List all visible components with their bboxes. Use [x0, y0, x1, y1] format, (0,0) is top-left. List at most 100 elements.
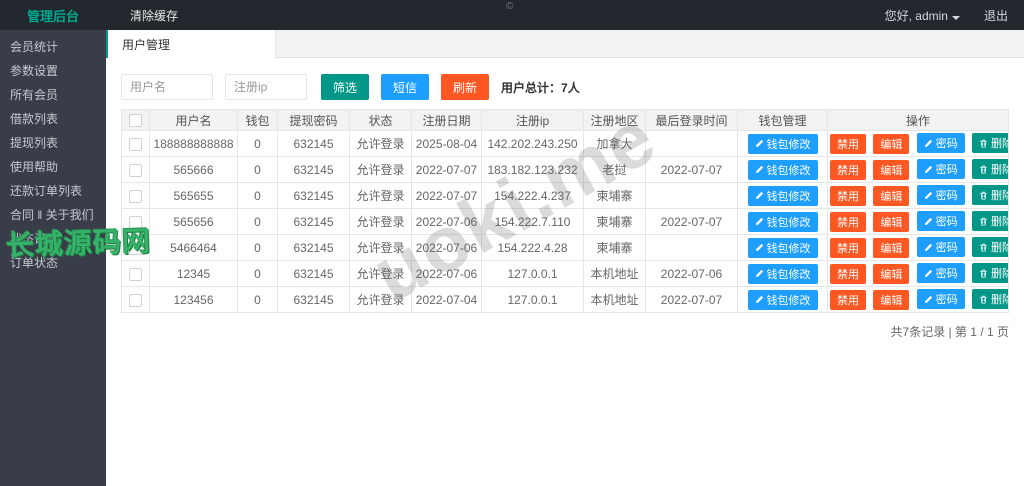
cell-wallet: 0: [237, 130, 278, 157]
pencil-icon: [924, 191, 932, 199]
cell-wallet-manage: 钱包修改: [737, 130, 828, 157]
cell-wallet-manage: 钱包修改: [737, 260, 828, 287]
row-checkbox[interactable]: [129, 163, 142, 177]
pencil-icon: [924, 243, 932, 251]
delete-button[interactable]: 删除: [972, 185, 1008, 206]
sidebar-item-0[interactable]: 会员统计: [0, 35, 106, 59]
edit-button[interactable]: 编辑: [873, 289, 910, 310]
disable-button[interactable]: 禁用: [830, 237, 866, 258]
sidebar-item-label: 还款订单列表: [10, 184, 83, 198]
wallet-edit-button[interactable]: 钱包修改: [747, 159, 818, 180]
cell-register-area: 本机地址: [583, 286, 646, 313]
trash-icon: [980, 139, 987, 148]
wallet-edit-button[interactable]: 钱包修改: [747, 185, 818, 206]
trash-icon: [980, 191, 987, 200]
disable-button[interactable]: 禁用: [830, 159, 866, 180]
cell-last-login: [645, 130, 738, 157]
row-checkbox[interactable]: [129, 241, 142, 255]
cell-status: 允许登录: [349, 182, 412, 209]
app-brand[interactable]: 管理后台: [26, 8, 79, 24]
cell-register-ip: 154.222.7.110: [481, 208, 584, 235]
col-username: 用户名: [149, 109, 238, 131]
cell-register-area: 加拿大: [583, 130, 646, 157]
username-filter-input[interactable]: [121, 74, 213, 100]
delete-button[interactable]: 删除: [972, 237, 1008, 258]
password-button[interactable]: 密码: [916, 237, 965, 258]
filter-row: 筛选 短信 刷新 用户总计：7人: [121, 74, 1009, 100]
sidebar-item-5[interactable]: 使用帮助: [0, 155, 106, 179]
cell-register-date: 2022-07-06: [411, 208, 482, 235]
sidebar-item-8[interactable]: 状态设置: [0, 227, 106, 251]
disable-button[interactable]: 禁用: [830, 289, 866, 310]
delete-button[interactable]: 删除: [972, 133, 1008, 154]
cell-actions: 禁用 编辑 密码 删除 提现密码: [827, 260, 1009, 287]
disable-button[interactable]: 禁用: [830, 185, 866, 206]
row-checkbox[interactable]: [129, 293, 142, 307]
tab-user-management[interactable]: 用户管理: [106, 30, 276, 58]
wallet-edit-button[interactable]: 钱包修改: [747, 211, 818, 232]
delete-button[interactable]: 删除: [972, 289, 1008, 310]
row-checkbox[interactable]: [129, 215, 142, 229]
wallet-edit-button[interactable]: 钱包修改: [747, 237, 818, 258]
password-button[interactable]: 密码: [916, 159, 965, 180]
edit-button[interactable]: 编辑: [873, 159, 910, 180]
cell-username: 123456: [149, 286, 238, 313]
delete-button[interactable]: 删除: [972, 263, 1008, 284]
filter-button[interactable]: 筛选: [321, 74, 370, 100]
row-checkbox[interactable]: [129, 189, 142, 203]
logout-button[interactable]: 退出: [983, 8, 1008, 23]
disable-button[interactable]: 禁用: [830, 263, 866, 284]
cell-status: 允许登录: [349, 156, 412, 183]
pencil-icon: [755, 139, 763, 147]
wallet-edit-button[interactable]: 钱包修改: [747, 263, 818, 284]
cell-wallet-manage: 钱包修改: [737, 234, 828, 261]
sidebar-item-label: 所有会员: [10, 88, 59, 102]
clear-cache-button[interactable]: 清除缓存: [130, 8, 179, 23]
edit-button[interactable]: 编辑: [873, 237, 910, 258]
sidebar-item-4[interactable]: 提现列表: [0, 131, 106, 155]
cell-withdraw-password: 632145: [277, 260, 350, 287]
disable-button[interactable]: 禁用: [830, 211, 866, 232]
sidebar-item-7[interactable]: 合同 ‖ 关于我们: [0, 203, 106, 227]
cell-register-area: 柬埔寨: [583, 234, 646, 261]
disable-button[interactable]: 禁用: [830, 133, 866, 154]
sms-button[interactable]: 短信: [381, 74, 430, 100]
cell-wallet: 0: [237, 234, 278, 261]
trash-icon: [980, 243, 987, 252]
password-button[interactable]: 密码: [916, 211, 965, 232]
wallet-edit-button[interactable]: 钱包修改: [747, 289, 818, 310]
sidebar-item-2[interactable]: 所有会员: [0, 83, 106, 107]
user-menu[interactable]: 您好, admin: [885, 7, 960, 24]
table-row: 188888888888 0 632145 允许登录 2025-08-04 14…: [121, 130, 1009, 157]
delete-button[interactable]: 删除: [972, 211, 1008, 232]
sidebar-item-6[interactable]: 还款订单列表: [0, 179, 106, 203]
cell-register-area: 本机地址: [583, 260, 646, 287]
cell-register-date: 2022-07-06: [411, 234, 482, 261]
sidebar-item-3[interactable]: 借款列表: [0, 107, 106, 131]
password-button[interactable]: 密码: [916, 185, 965, 206]
row-checkbox[interactable]: [129, 267, 142, 281]
edit-button[interactable]: 编辑: [873, 185, 910, 206]
select-all-checkbox[interactable]: [129, 114, 142, 128]
cell-status: 允许登录: [349, 130, 412, 157]
register-ip-filter-input[interactable]: [225, 74, 307, 100]
edit-button[interactable]: 编辑: [873, 263, 910, 284]
refresh-button[interactable]: 刷新: [441, 74, 490, 100]
row-select-cell: [121, 208, 150, 235]
edit-button[interactable]: 编辑: [873, 133, 910, 154]
cell-withdraw-password: 632145: [277, 156, 350, 183]
password-button[interactable]: 密码: [916, 289, 965, 310]
cell-register-date: 2022-07-07: [411, 182, 482, 209]
password-button[interactable]: 密码: [916, 133, 965, 154]
wallet-edit-button[interactable]: 钱包修改: [747, 133, 818, 154]
cell-actions: 禁用 编辑 密码 删除 提现密码: [827, 234, 1009, 261]
delete-button[interactable]: 删除: [972, 159, 1008, 180]
sidebar-item-9[interactable]: 订单状态: [0, 251, 106, 275]
cell-withdraw-password: 632145: [277, 286, 350, 313]
cell-last-login: 2022-07-06: [645, 260, 738, 287]
row-checkbox[interactable]: [129, 137, 142, 151]
password-button[interactable]: 密码: [916, 263, 965, 284]
sidebar: 会员统计 参数设置 所有会员 借款列表 提现列表 使用帮助 还款订单列表 合同 …: [0, 30, 106, 486]
edit-button[interactable]: 编辑: [873, 211, 910, 232]
sidebar-item-1[interactable]: 参数设置: [0, 59, 106, 83]
